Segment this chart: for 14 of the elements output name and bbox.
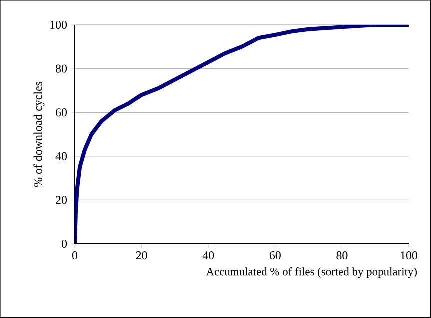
x-axis-title: Accumulated % of files (sorted by popularity) — [206, 268, 417, 278]
x-tick-label: 60 — [270, 252, 281, 260]
y-tick-label: 100 — [50, 20, 68, 30]
x-tick-label: 40 — [202, 252, 214, 260]
y-tick-label: 20 — [56, 196, 68, 204]
y-tick-label: 80 — [56, 64, 68, 73]
y-axis-title: % of download cycles — [34, 82, 45, 188]
y-tick-label: 60 — [56, 108, 68, 117]
y-tick-label: 40 — [56, 152, 68, 160]
x-tick-label: 20 — [136, 252, 148, 260]
x-tick-label: 0 — [72, 252, 78, 260]
x-tick-label: 100 — [401, 252, 418, 260]
x-tick-label: 80 — [336, 252, 348, 260]
y-tick-label: 0 — [62, 240, 68, 248]
